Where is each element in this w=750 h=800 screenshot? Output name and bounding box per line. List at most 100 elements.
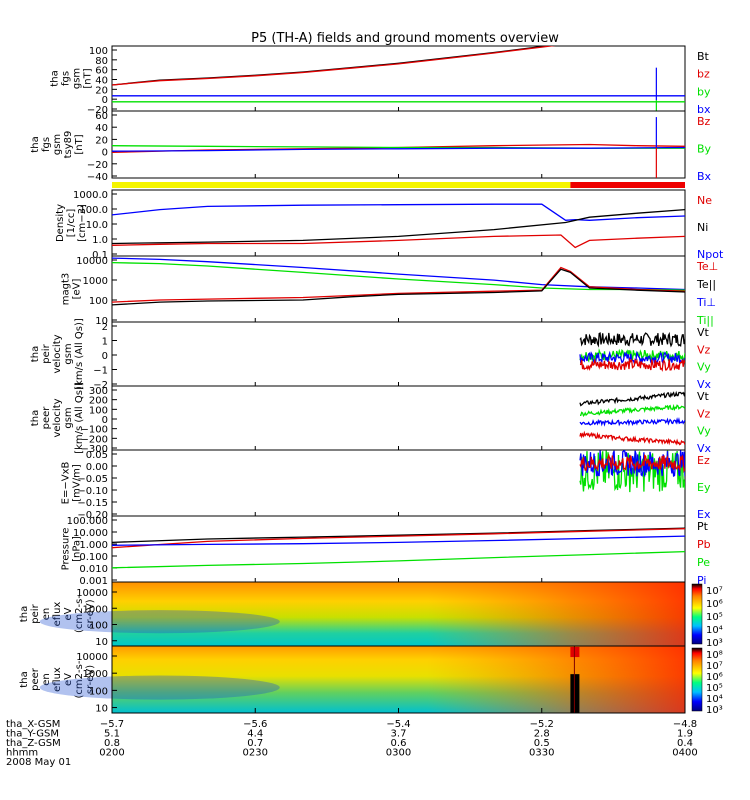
ytick-peir_vel-1: 1 <box>102 337 108 348</box>
series-fgs_gse-Bx <box>112 146 685 152</box>
xaxis-value-1-4: 1.9 <box>677 729 693 740</box>
legend-peir_vel-0: Vt <box>697 326 710 339</box>
ylabel-pressure-1: [nPa] <box>72 536 83 562</box>
ylabel-pressure-0: Pressure <box>61 528 72 571</box>
colorbar-label-peir_spec-3: 10⁴ <box>706 625 723 636</box>
series-density-Npot <box>112 203 685 221</box>
xaxis-value-2-4: 0.4 <box>677 738 693 749</box>
ytick-peir_vel-0: 2 <box>102 322 108 333</box>
legend-peer_vel-3: Vx <box>697 442 712 455</box>
xaxis-row-label-3: hhmm <box>6 748 38 759</box>
series-temp-Ti <box>112 257 685 291</box>
ytick-peer_spec-3: 10 <box>95 704 108 715</box>
xaxis-value-0-0: −5.7 <box>100 719 124 730</box>
xaxis-value-1-1: 4.4 <box>247 729 263 740</box>
series-peir_vel-Vt <box>579 331 685 348</box>
ytick-peer_vel-2: 100 <box>89 405 108 416</box>
legend-temp-3: Ti|| <box>696 314 714 327</box>
legend-fgs_gse-1: By <box>697 143 712 156</box>
ytick-pressure-0: 100.000 <box>67 516 108 527</box>
ytick-peir_spec-1: 1000 <box>83 604 108 615</box>
status-bar-yellow <box>112 182 571 188</box>
xaxis-value-0-1: −5.6 <box>243 719 267 730</box>
legend-fgs_gsm-1: bz <box>697 68 710 81</box>
ytick-efield-5: −0.20 <box>77 510 108 521</box>
ytick-fgs_gse-1: 40 <box>95 123 108 134</box>
ylabel-fgs_gse-1: fgs <box>41 137 52 152</box>
colorbar-label-peer_spec-1: 10⁷ <box>706 661 723 672</box>
series-group-fgs_gsm <box>112 46 685 111</box>
ylabel-peir_vel-4: [km/s (All Qs)] <box>74 318 85 390</box>
colorbar-label-peer_spec-5: 10³ <box>706 705 723 716</box>
xaxis-row-label-2: tha_Z-GSM <box>6 738 61 749</box>
legend-efield-1: Ey <box>697 481 711 494</box>
ylabel-fgs_gse-4: [nT] <box>74 134 85 154</box>
ylabel-fgs_gse-0: tha <box>30 136 41 152</box>
ytick-peir_vel-4: −2 <box>93 380 108 391</box>
status-bar-red <box>570 182 685 188</box>
series-density-Ni <box>112 208 685 245</box>
panel-frame-peer_vel <box>111 385 686 451</box>
xaxis-value-2-1: 0.7 <box>247 738 263 749</box>
xaxis-value-2-0: 0.8 <box>104 738 120 749</box>
ytick-density-0: 1000.0 <box>73 190 108 201</box>
legend-density-0: Ne <box>697 194 712 207</box>
xaxis-value-3-2: 0300 <box>386 748 411 759</box>
xaxis-value-3-3: 0330 <box>529 748 554 759</box>
legend-efield-0: Ez <box>697 454 710 467</box>
xaxis-value-1-3: 2.8 <box>534 729 550 740</box>
xaxis-value-1-2: 3.7 <box>391 729 407 740</box>
xaxis-date: 2008 May 01 <box>6 757 71 768</box>
series-temp-Te <box>112 268 685 306</box>
ylabel-peir_spec-5: (cm2-s- <box>74 595 85 633</box>
series-peer_vel-Vt <box>579 390 685 407</box>
ylabel-temp-0: magt3 <box>61 273 72 306</box>
ylabel-fgs_gsm-2: gsm <box>72 68 83 89</box>
ytick-efield-3: −0.10 <box>77 486 108 497</box>
legend-density-1: Ni <box>697 221 708 234</box>
ylabel-peer_spec-5: (cm2-s- <box>74 660 85 698</box>
colorbar-label-peer_spec-4: 10⁴ <box>706 694 723 705</box>
ylabel-fgs_gse-2: gsm <box>52 134 63 155</box>
series-peir_vel-Vz <box>579 357 685 372</box>
ylabel-peer_spec-2: en <box>41 673 52 686</box>
series-peer_vel-Vx <box>579 417 685 427</box>
ylabel-peer_vel-4: [km/s (All Qs)] <box>74 382 85 454</box>
series-pressure-Pe <box>112 550 685 569</box>
ytick-pressure-4: 0.010 <box>79 564 108 575</box>
ylabel-fgs_gsm-3: [nT] <box>83 68 94 88</box>
ytick-temp-0: 10000 <box>76 256 108 267</box>
ytick-peer_spec-1: 1000 <box>83 669 108 680</box>
ytick-density-4: 0.1 <box>92 250 108 261</box>
legend-temp-2: Ti⊥ <box>696 296 716 309</box>
spectrogram-overlay-peir_spec <box>112 582 685 646</box>
legend-temp-0: Te⊥ <box>696 260 718 273</box>
ytick-fgs_gsm-1: 80 <box>95 56 108 67</box>
ytick-peir_spec-2: 100 <box>89 621 108 632</box>
ytick-temp-1: 1000 <box>83 276 108 287</box>
series-pressure-Pb <box>112 528 685 549</box>
ytick-efield-4: −0.15 <box>77 498 108 509</box>
ylabel-peir_vel-2: velocity <box>52 334 63 373</box>
colorbar-label-peir_spec-1: 10⁶ <box>706 599 723 610</box>
series-peer_vel-Vy <box>580 403 685 417</box>
series-density-Ne <box>112 234 685 249</box>
ytick-peer_vel-4: −100 <box>81 425 108 436</box>
ylabel-efield-0: E=−VxB <box>61 462 72 505</box>
xaxis-value-3-4: 0400 <box>672 748 697 759</box>
colorbar-label-peer_spec-2: 10⁶ <box>706 672 723 683</box>
xaxis-row-label-1: tha_Y-GSM <box>6 729 59 740</box>
xaxis-value-0-2: −5.4 <box>386 719 410 730</box>
legend-fgs_gse-2: Bx <box>697 170 712 183</box>
panel-frame-density <box>111 189 686 257</box>
chart-title: P5 (TH-A) fields and ground moments over… <box>251 31 559 46</box>
ylabel-peir_spec-1: peir <box>30 603 41 623</box>
colorbar-label-peer_spec-0: 10⁸ <box>706 650 723 661</box>
ytick-fgs_gsm-2: 60 <box>95 66 108 77</box>
legend-peir_vel-3: Vx <box>697 378 712 391</box>
ytick-density-3: 1.0 <box>92 235 108 246</box>
ylabel-density-1: [1/cc] <box>66 209 77 238</box>
legend-density-2: Npot <box>697 248 724 261</box>
ylabel-peer_spec-1: peer <box>30 667 41 691</box>
